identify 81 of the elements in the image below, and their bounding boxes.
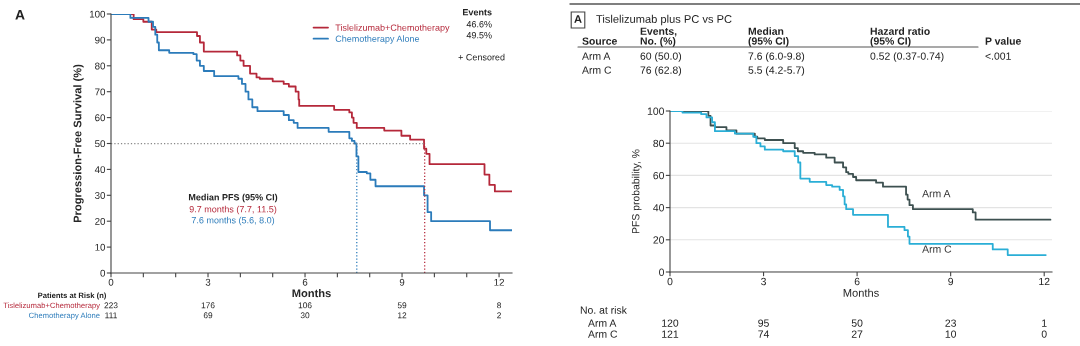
text: 76 (62.8) bbox=[640, 66, 682, 76]
text: 120 bbox=[662, 319, 679, 327]
annotation: Events bbox=[463, 9, 492, 16]
text: 106 bbox=[298, 302, 312, 309]
text: A bbox=[574, 15, 582, 23]
text: 74 bbox=[758, 330, 770, 338]
text: 1 bbox=[1042, 319, 1047, 327]
y-tick-label: 100 bbox=[647, 107, 665, 115]
y-tick-label: 20 bbox=[95, 217, 106, 225]
legend-label: Tislelizumab+Chemotherapy bbox=[335, 24, 450, 33]
x-tick-label: 3 bbox=[761, 277, 766, 286]
text: 0.52 (0.37-0.74) bbox=[870, 52, 944, 62]
chart-title: Tislelizumab plus PC vs PC bbox=[596, 14, 732, 26]
annotation: 7.6 months (5.6, 8.0) bbox=[191, 216, 275, 226]
x-tick-label: 6 bbox=[854, 277, 860, 286]
text: 121 bbox=[662, 330, 679, 338]
y-tick-label: 60 bbox=[653, 171, 665, 180]
y-tick-label: 10 bbox=[95, 243, 106, 251]
x-tick-label: 0 bbox=[108, 278, 114, 286]
text: 30 bbox=[300, 312, 310, 319]
text: <.001 bbox=[985, 52, 1011, 60]
text: 59 bbox=[397, 302, 407, 309]
legend-label: Chemotherapy Alone bbox=[335, 35, 420, 44]
text: 8 bbox=[497, 302, 502, 309]
y-tick-label: 50 bbox=[95, 140, 106, 148]
x-tick-label: 12 bbox=[494, 278, 504, 286]
text: 223 bbox=[104, 302, 118, 309]
text: 5.5 (4.2-5.7) bbox=[748, 66, 805, 76]
text: 12 bbox=[398, 312, 407, 319]
text: P value bbox=[985, 37, 1021, 45]
text: Source bbox=[582, 37, 617, 45]
text: No. at risk bbox=[580, 306, 627, 314]
text: Arm A bbox=[582, 52, 611, 60]
text: 50 bbox=[851, 319, 863, 327]
text: 0 bbox=[1041, 330, 1047, 338]
text: 60 (50.0) bbox=[640, 52, 682, 62]
text: 7.6 (6.0-9.8) bbox=[748, 52, 805, 62]
annotation: Median PFS (95% CI) bbox=[188, 193, 278, 203]
x-axis-title: Months bbox=[843, 288, 879, 297]
text: Hazard ratio (95% CI) bbox=[870, 27, 930, 47]
y-tick-label: 30 bbox=[95, 192, 106, 199]
series-label: Arm C bbox=[922, 245, 952, 253]
text: Arm C bbox=[588, 330, 618, 338]
x-tick-label: 3 bbox=[205, 278, 211, 286]
text: 27 bbox=[851, 330, 863, 338]
text: Median (95% CI) bbox=[748, 27, 789, 47]
x-tick-label: 0 bbox=[667, 277, 673, 286]
text: 111 bbox=[105, 312, 117, 319]
x-tick-label: 9 bbox=[948, 277, 954, 286]
annotation: + Censored bbox=[458, 53, 505, 61]
text: A bbox=[15, 10, 25, 20]
annotation: 46.6% bbox=[466, 21, 492, 28]
annotation: 49.5% bbox=[466, 32, 492, 39]
text: 2 bbox=[497, 312, 501, 319]
text: Events, No. (%) bbox=[640, 27, 677, 47]
y-tick-label: 40 bbox=[653, 204, 665, 212]
y-tick-label: 20 bbox=[653, 236, 665, 244]
x-tick-label: 6 bbox=[302, 278, 308, 286]
text: 176 bbox=[201, 302, 215, 309]
y-tick-label: 0 bbox=[659, 268, 665, 276]
y-tick-label: 70 bbox=[95, 88, 106, 96]
y-tick-label: 90 bbox=[95, 36, 106, 44]
y-axis-title: PFS probability, % bbox=[631, 149, 642, 234]
y-tick-label: 100 bbox=[89, 10, 106, 18]
x-tick-label: 9 bbox=[399, 278, 405, 286]
y-tick-label: 40 bbox=[94, 166, 106, 174]
x-axis-title: Months bbox=[292, 289, 331, 298]
text: 23 bbox=[945, 319, 956, 327]
text: 10 bbox=[945, 330, 957, 338]
text: Arm A bbox=[588, 319, 617, 327]
y-tick-label: 80 bbox=[95, 62, 106, 70]
series-label: Arm A bbox=[922, 189, 951, 198]
text: 69 bbox=[203, 312, 213, 319]
x-tick-label: 12 bbox=[1039, 277, 1050, 286]
annotation: 9.7 months (7.7, 11.5) bbox=[189, 205, 277, 215]
y-tick-label: 80 bbox=[653, 139, 665, 148]
text: Arm C bbox=[582, 66, 612, 74]
y-tick-label: 60 bbox=[95, 114, 106, 122]
text: 95 bbox=[758, 319, 769, 327]
y-axis-title: Progression-Free Survival (%) bbox=[73, 64, 84, 223]
y-tick-label: 0 bbox=[100, 269, 106, 277]
